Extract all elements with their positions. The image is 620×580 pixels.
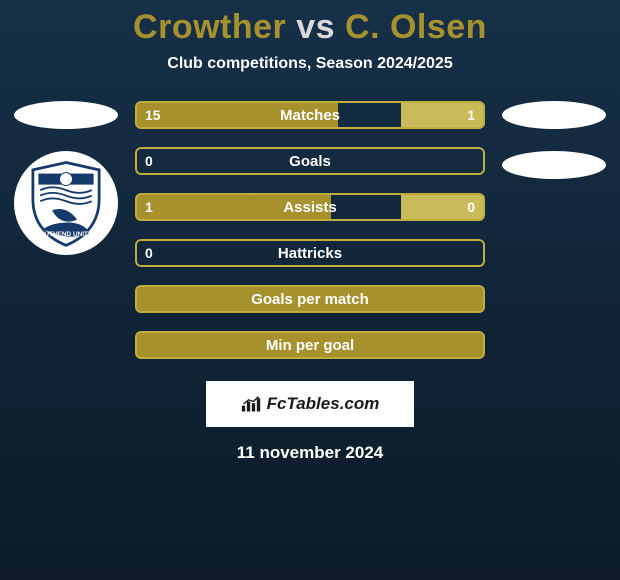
stats-column: 151Matches 0Goals 10Assists 0Hattricks Goals…	[135, 101, 485, 359]
content-root: Crowther vs C. Olsen Club competitions, …	[0, 0, 620, 580]
stat-label: Assists	[135, 193, 485, 221]
subtitle: Club competitions, Season 2024/2025	[0, 55, 620, 73]
nation-flag-ellipse	[14, 101, 118, 129]
title-vs: vs	[296, 8, 335, 46]
nation-flag-ellipse	[502, 101, 606, 129]
stat-row: Min per goal	[135, 331, 485, 359]
stat-label: Matches	[135, 101, 485, 129]
title-player1: Crowther	[133, 8, 286, 46]
right-side-column	[499, 101, 609, 179]
stat-label: Min per goal	[135, 331, 485, 359]
club-logo: SOUTHEND UNITED	[14, 151, 118, 255]
stat-label: Hattricks	[135, 239, 485, 267]
stat-row: Goals per match	[135, 285, 485, 313]
svg-text:SOUTHEND UNITED: SOUTHEND UNITED	[35, 231, 97, 238]
date-text: 11 november 2024	[0, 443, 620, 463]
nation-flag-ellipse	[502, 151, 606, 179]
stat-row: 0Hattricks	[135, 239, 485, 267]
brand-plate: FcTables.com	[206, 381, 414, 427]
page-title: Crowther vs C. Olsen	[0, 8, 620, 47]
stat-row: 151Matches	[135, 101, 485, 129]
left-side-column: SOUTHEND UNITED	[11, 101, 121, 255]
title-player2: C. Olsen	[345, 8, 487, 46]
brand-text: FcTables.com	[267, 394, 380, 414]
stat-label: Goals per match	[135, 285, 485, 313]
stat-label: Goals	[135, 147, 485, 175]
main-row: SOUTHEND UNITED 151Matches 0Goals 10Assist…	[0, 101, 620, 359]
stat-row: 0Goals	[135, 147, 485, 175]
southend-crest-icon: SOUTHEND UNITED	[20, 157, 112, 249]
fctables-chart-icon	[241, 395, 261, 413]
stat-row: 10Assists	[135, 193, 485, 221]
